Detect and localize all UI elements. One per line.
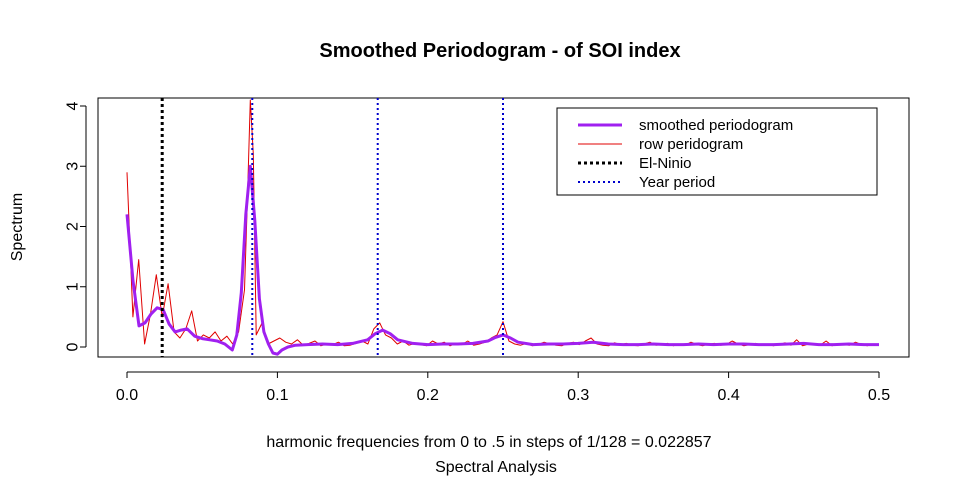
y-tick-label: 2 [65, 222, 82, 231]
y-axis: 0 1 2 3 4 [65, 101, 87, 351]
x-tick-label: 0.1 [266, 387, 288, 404]
legend-box [556, 107, 878, 196]
y-tick-label: 1 [65, 282, 82, 291]
legend-label: Year period [639, 174, 715, 191]
legend-label: row peridogram [639, 136, 743, 153]
x-axis-sublabel: Spectral Analysis [435, 459, 557, 476]
x-tick-label: 0.2 [417, 387, 439, 404]
legend-label: smoothed periodogram [639, 117, 793, 134]
y-tick-label: 3 [65, 162, 82, 171]
x-tick-label: 0.4 [717, 387, 739, 404]
legend: smoothed periodogram row peridogram El-Nin… [556, 107, 878, 196]
chart-title: Smoothed Periodogram - of SOI index [319, 40, 680, 62]
series-line-smoothed-periodogram [125, 164, 879, 356]
x-axis: 0.0 0.1 0.2 0.3 0.4 0.5 [116, 371, 890, 404]
plot-area [97, 97, 910, 358]
x-axis-label: harmonic frequencies from 0 to .5 in ste… [266, 434, 711, 451]
x-tick-label: 0.3 [567, 387, 589, 404]
y-axis-label: Spectrum [9, 193, 26, 261]
x-tick-label: 0.5 [868, 387, 890, 404]
y-tick-label: 4 [65, 101, 82, 110]
x-tick-label: 0.0 [116, 387, 138, 404]
legend-label: El-Ninio [639, 155, 692, 172]
y-tick-label: 0 [65, 342, 82, 351]
